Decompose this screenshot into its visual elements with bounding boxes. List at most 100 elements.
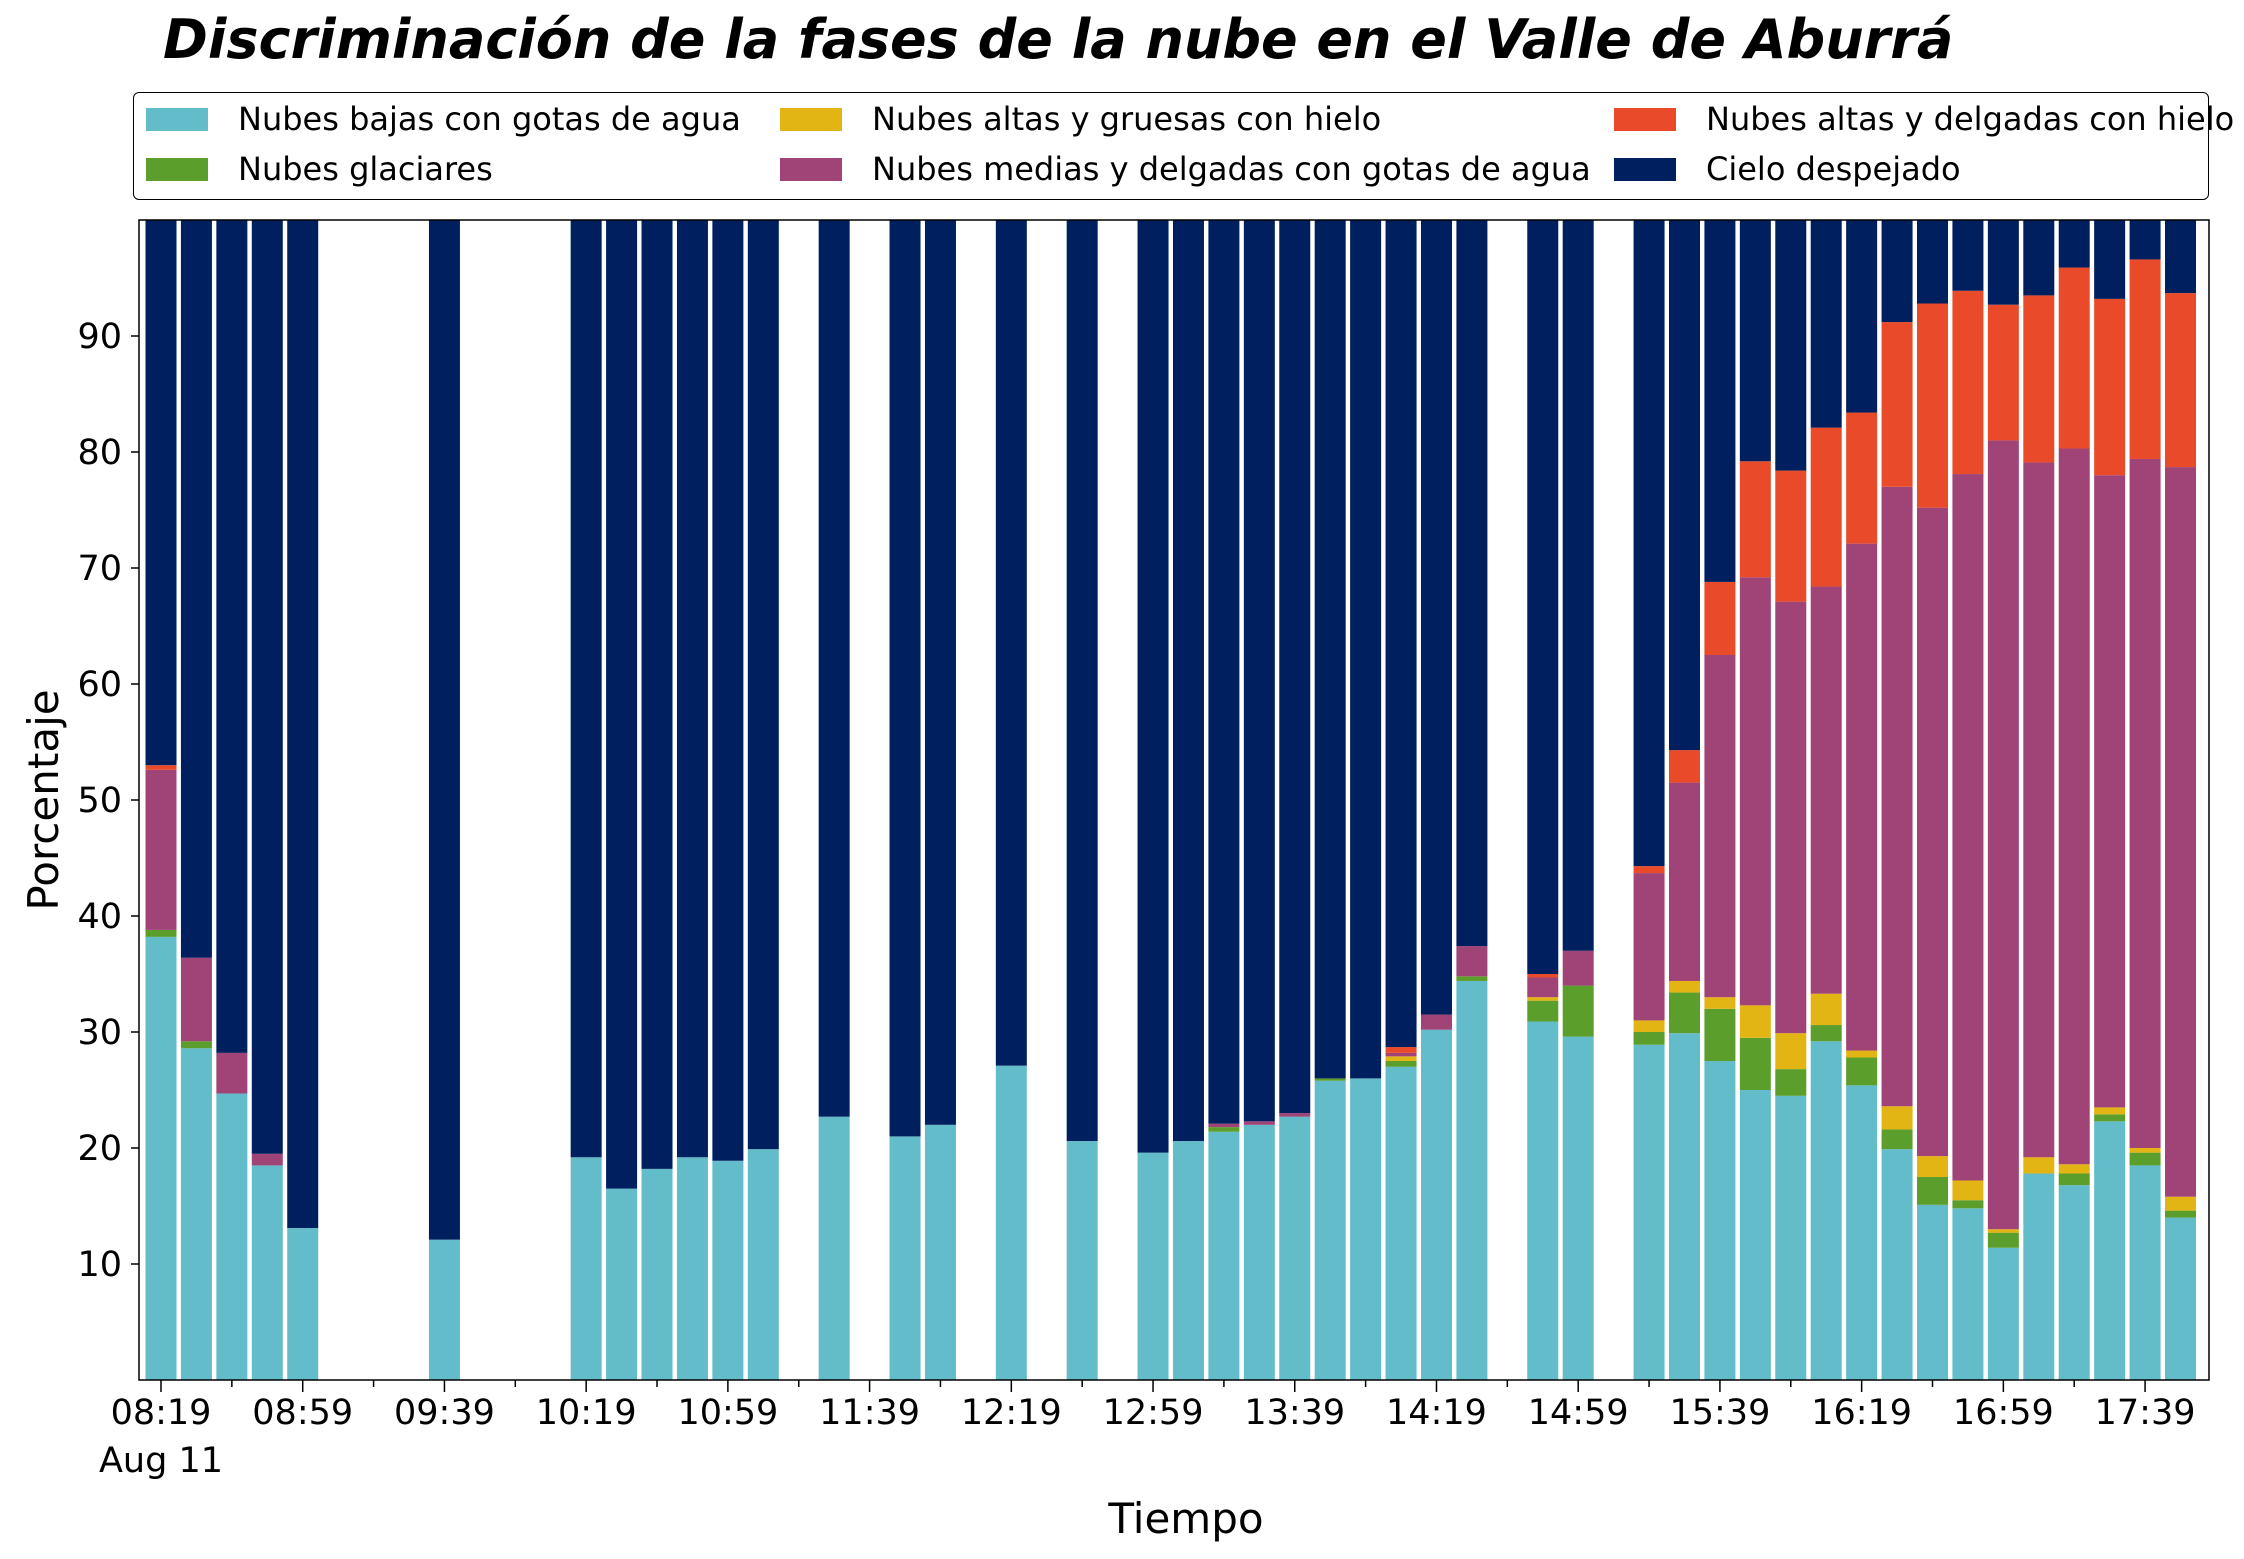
x-tick-label: 10:59	[677, 1393, 778, 1433]
bar-segment-clear-sky	[1668, 220, 1700, 751]
bar-segment-low-water	[1704, 1061, 1736, 1380]
bar-segment-high-thick-ice	[1668, 980, 1700, 993]
bar-segment-high-thick-ice	[1846, 1050, 1878, 1058]
y-tick-label: 80	[77, 433, 122, 473]
bar-segment-clear-sky	[2165, 220, 2197, 294]
bar-segment-low-water	[1775, 1095, 1807, 1380]
bar-segment-high-thin-ice	[2094, 298, 2126, 476]
bar-segment-low-water	[1137, 1152, 1169, 1380]
bar-segment-mid-thin-water	[1810, 586, 1842, 994]
bar-segment-mid-thin-water	[1704, 655, 1736, 998]
bar-segment-low-water	[1420, 1029, 1452, 1380]
bar-segment-high-thick-ice	[2058, 1164, 2090, 1174]
bar-segment-low-water	[676, 1157, 708, 1380]
legend-label: Nubes altas y delgadas con hielo	[1706, 100, 2235, 138]
bar-segment-low-water	[1350, 1078, 1382, 1380]
bar-segment-glacial	[180, 1041, 212, 1049]
bar-segment-low-water	[1739, 1090, 1771, 1380]
bar-segment-low-water	[2094, 1121, 2126, 1380]
x-tick-label: 08:19	[111, 1393, 212, 1433]
bar-segment-high-thin-ice	[1846, 412, 1878, 544]
legend-item-high-thin-ice: Nubes altas y delgadas con hielo	[1614, 97, 2234, 141]
bar-segment-mid-thin-water	[2094, 475, 2126, 1108]
bar-segment-high-thin-ice	[1881, 322, 1913, 487]
bar-segment-high-thin-ice	[1385, 1047, 1417, 1053]
legend-label: Nubes medias y delgadas con gotas de agu…	[872, 150, 1591, 188]
legend-swatch	[146, 157, 208, 181]
bar-segment-low-water	[428, 1239, 460, 1380]
bar-segment-clear-sky	[1881, 220, 1913, 323]
bar-segment-mid-thin-water	[1952, 474, 1984, 1181]
legend-item-clear-sky: Cielo despejado	[1614, 147, 1961, 191]
bar-segment-clear-sky	[924, 220, 956, 1125]
bar-segment-glacial	[1668, 992, 1700, 1034]
bar-segment-high-thick-ice	[1739, 1005, 1771, 1038]
bar-segment-high-thick-ice	[1775, 1033, 1807, 1070]
bar-segment-glacial	[1208, 1127, 1240, 1132]
y-tick-label: 70	[77, 549, 122, 589]
bar-segment-mid-thin-water	[1420, 1014, 1452, 1030]
bar-segment-low-water	[1633, 1044, 1665, 1380]
bar-segment-clear-sky	[251, 220, 283, 1154]
bar-segment-high-thin-ice	[1633, 866, 1665, 874]
y-tick-label: 50	[77, 781, 122, 821]
x-tick-label: 12:19	[961, 1393, 1062, 1433]
bar-segment-high-thick-ice	[1527, 997, 1559, 1001]
bar-segment-clear-sky	[1527, 220, 1559, 974]
legend-label: Nubes bajas con gotas de agua	[238, 100, 741, 138]
y-axis-title: Porcentaje	[19, 689, 68, 910]
bar-segment-low-water	[1066, 1141, 1098, 1380]
bar-segment-low-water	[1846, 1085, 1878, 1380]
bar-segment-glacial	[145, 929, 177, 937]
bar-segment-high-thick-ice	[1385, 1056, 1417, 1061]
legend-label: Cielo despejado	[1706, 150, 1961, 188]
legend-swatch	[1614, 157, 1676, 181]
bar-segment-mid-thin-water	[1668, 782, 1700, 981]
bar-segment-mid-thin-water	[1881, 486, 1913, 1107]
legend-item-high-thick-ice: Nubes altas y gruesas con hielo	[780, 97, 1381, 141]
bar-segment-high-thin-ice	[2165, 293, 2197, 468]
bar-segment-low-water	[1314, 1080, 1346, 1380]
bar-segment-low-water	[1279, 1116, 1311, 1380]
bar-segment-mid-thin-water	[180, 957, 212, 1042]
legend-swatch	[780, 107, 842, 131]
bar-segment-glacial	[2094, 1114, 2126, 1122]
bar-segment-glacial	[1314, 1078, 1346, 1081]
x-tick-label: 14:59	[1528, 1393, 1629, 1433]
bar-segment-high-thin-ice	[2023, 295, 2055, 463]
bar-segment-clear-sky	[1917, 220, 1948, 304]
bar-segment-high-thick-ice	[1987, 1229, 2019, 1233]
bar-segment-glacial	[1987, 1232, 2019, 1248]
bar-segment-glacial	[1846, 1057, 1878, 1086]
bar-segment-low-water	[1952, 1208, 1984, 1380]
bar-segment-mid-thin-water	[2023, 462, 2055, 1158]
bar-segment-clear-sky	[145, 220, 177, 766]
bar-segment-clear-sky	[606, 220, 638, 1189]
bar-segment-mid-thin-water	[1243, 1121, 1275, 1125]
bar-segment-low-water	[889, 1136, 921, 1380]
bar-segment-mid-thin-water	[1987, 440, 2019, 1230]
bar-segment-low-water	[2165, 1217, 2197, 1380]
bar-segment-glacial	[2129, 1152, 2161, 1166]
bar-segment-clear-sky	[180, 220, 212, 958]
bar-segment-low-water	[1208, 1131, 1240, 1380]
bar-segment-mid-thin-water	[2165, 467, 2197, 1197]
bar-segment-low-water	[251, 1165, 283, 1380]
bar-segment-mid-thin-water	[1775, 601, 1807, 1034]
bar-segment-low-water	[570, 1157, 602, 1380]
bar-segment-mid-thin-water	[1527, 977, 1559, 998]
bar-segment-high-thick-ice	[1704, 997, 1736, 1009]
bar-segment-low-water	[180, 1048, 212, 1380]
bar-segment-glacial	[1562, 985, 1594, 1037]
bar-segment-high-thick-ice	[2094, 1107, 2126, 1115]
bar-layer	[145, 220, 2197, 1380]
bar-segment-high-thick-ice	[2129, 1148, 2161, 1153]
bar-segment-glacial	[1739, 1037, 1771, 1090]
y-tick-label: 90	[77, 317, 122, 357]
bar-segment-low-water	[995, 1065, 1027, 1380]
bar-segment-high-thin-ice	[1668, 750, 1700, 783]
bar-segment-clear-sky	[1243, 220, 1275, 1122]
bar-segment-low-water	[2129, 1165, 2161, 1380]
legend: Nubes bajas con gotas de agua Nubes altas…	[133, 92, 2234, 200]
